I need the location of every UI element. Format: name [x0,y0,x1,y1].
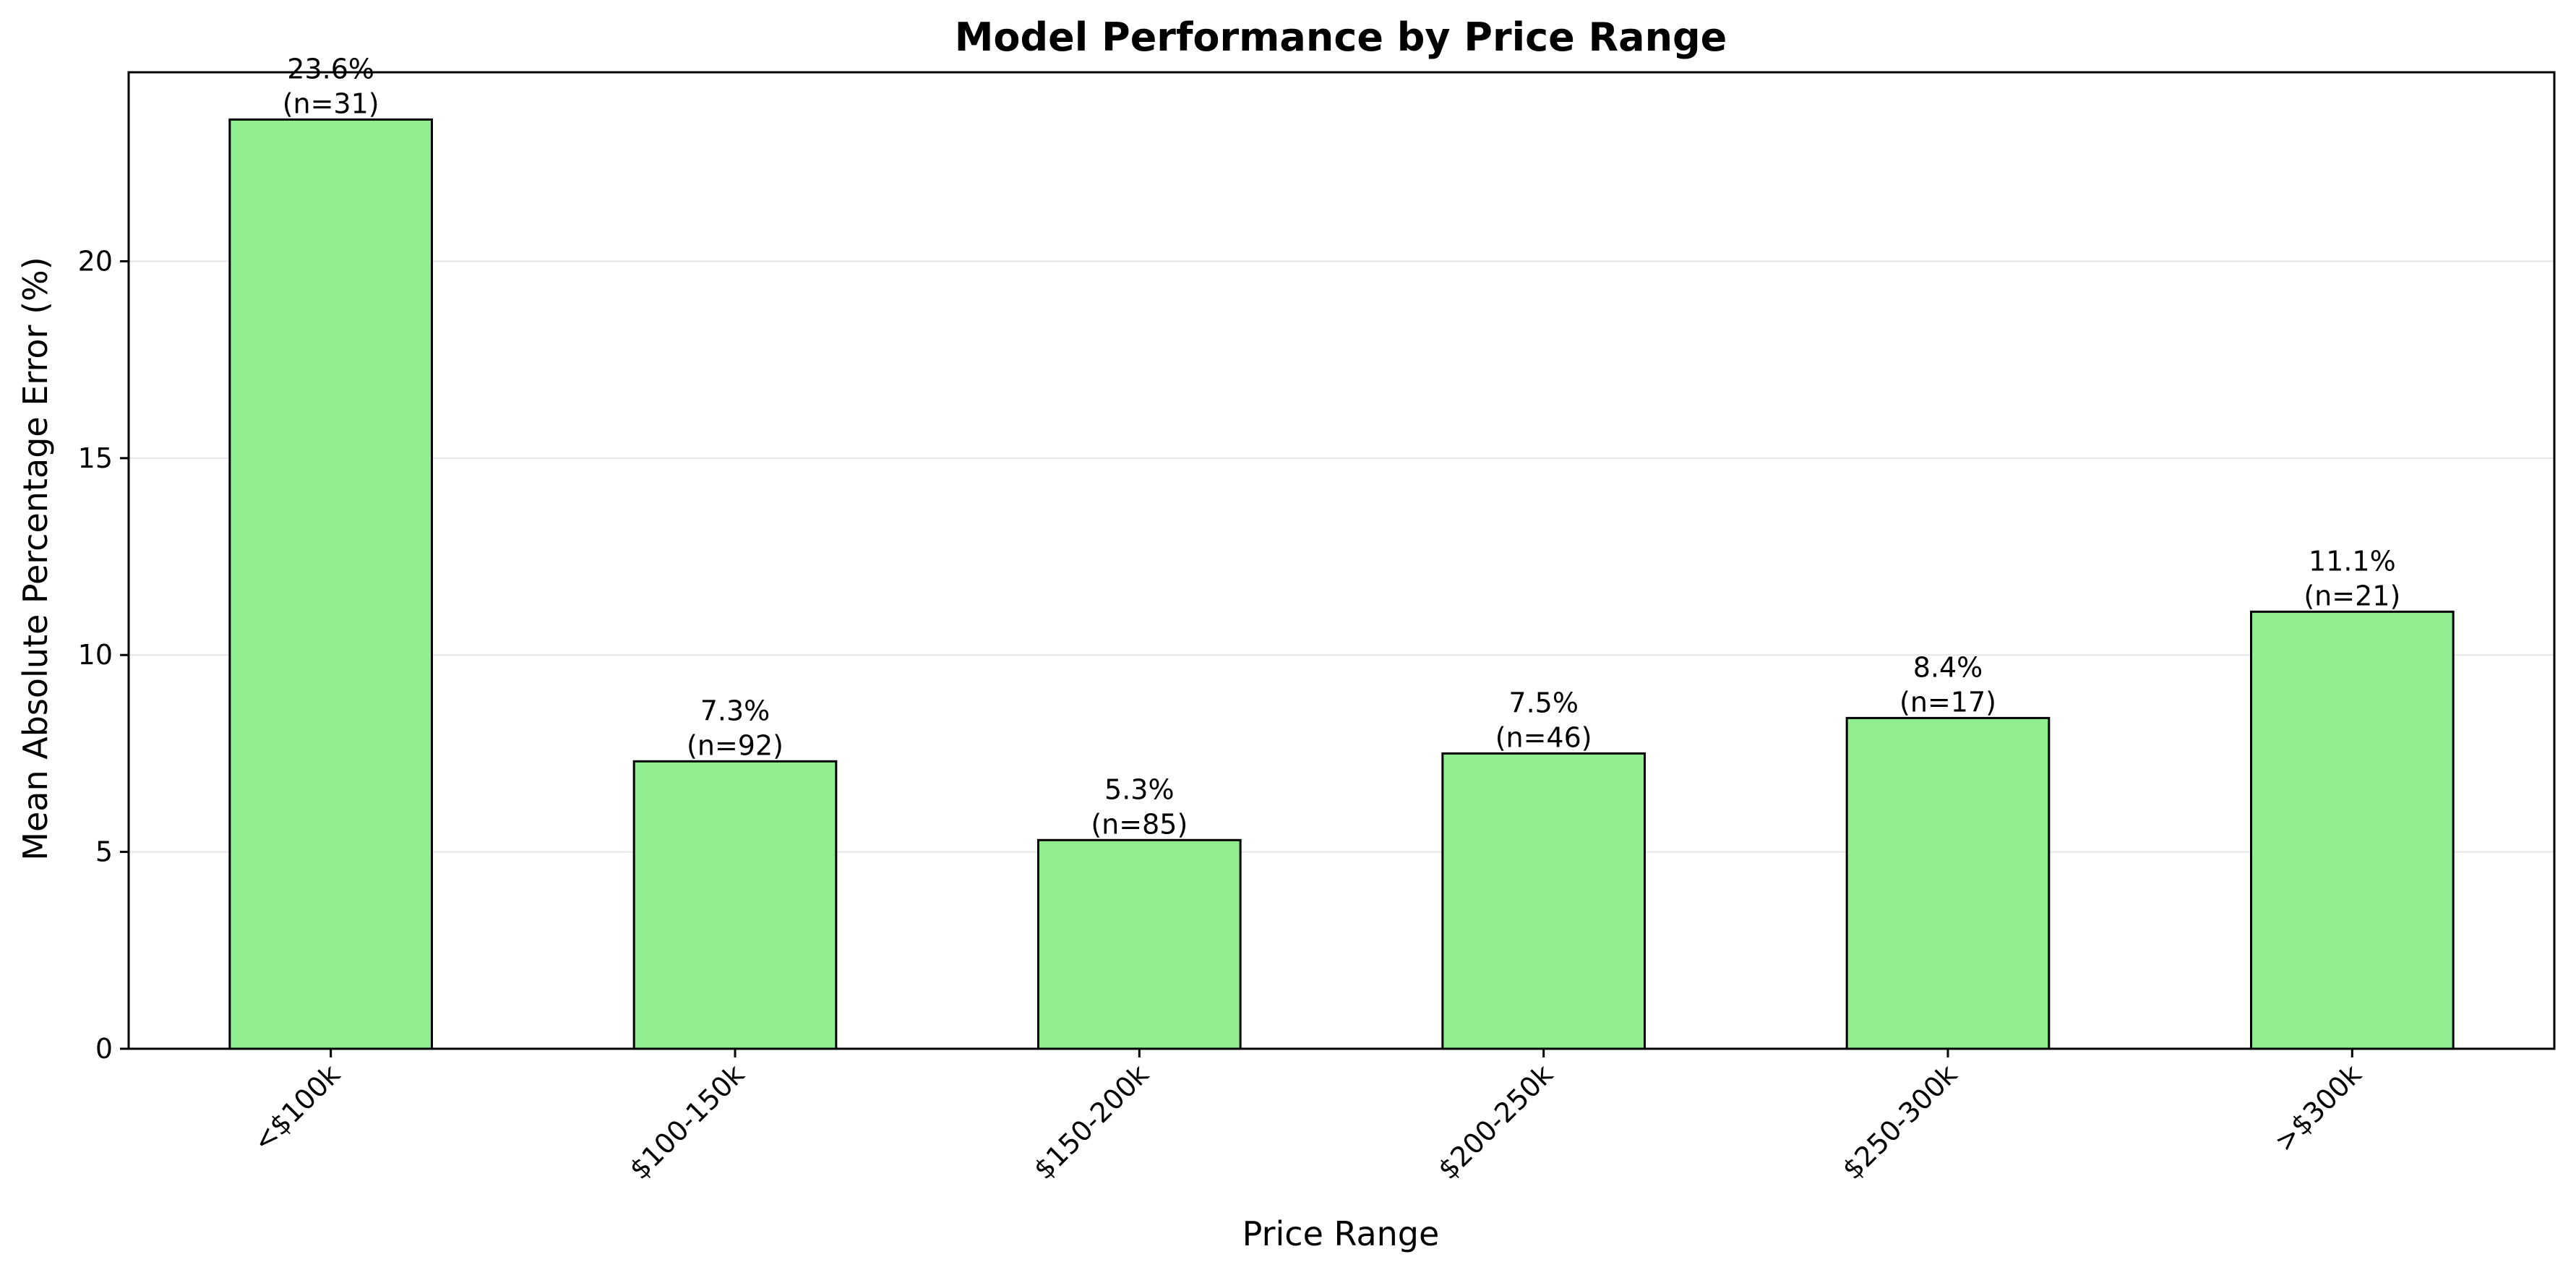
bar [2251,611,2454,1049]
bars [230,119,2453,1049]
data-label-value: 7.3% [700,695,770,726]
data-label-value: 7.5% [1508,687,1579,718]
data-label-count: (n=85) [1091,808,1188,840]
x-tick-label: <$100k [246,1058,346,1158]
data-label-count: (n=92) [687,729,783,761]
y-axis-label: Mean Absolute Percentage Error (%) [16,257,55,860]
chart-title: Model Performance by Price Range [955,14,1727,60]
y-tick-label: 20 [78,245,113,277]
x-tick-label: $250-300k [1836,1058,1963,1185]
x-tick-label: $100-150k [623,1058,750,1185]
data-label-count: (n=46) [1495,721,1592,753]
data-label-value: 23.6% [287,53,374,85]
data-label-count: (n=17) [1899,686,1996,718]
x-tick-label: $150-200k [1028,1058,1155,1185]
data-labels: 23.6%(n=31) 7.3%(n=92) 5.3%(n=85) 7.5%(n=46… [283,53,2401,840]
gridlines [129,261,2554,851]
y-tick-label: 0 [95,1033,113,1065]
data-label-count: (n=21) [2304,580,2400,611]
y-axis: 0 5 10 15 20 [78,245,129,1065]
data-label-value: 11.1% [2309,545,2396,577]
plot-frame [129,72,2554,1049]
y-tick-label: 10 [78,639,113,671]
data-label-value: 8.4% [1913,651,1983,683]
bar [1039,840,1241,1049]
bar [230,119,432,1049]
y-tick-label: 15 [78,442,113,474]
bar [1847,718,2049,1049]
x-tick-label: >$300k [2268,1058,2368,1158]
bar [1443,753,1645,1049]
data-label-count: (n=31) [283,87,379,119]
x-tick-label: $200-250k [1432,1058,1559,1185]
data-label-value: 5.3% [1104,773,1175,805]
y-tick-label: 5 [95,836,113,868]
bar [634,761,836,1049]
x-axis: <$100k $100-150k $150-200k $200-250k $250-30… [246,1049,2367,1185]
x-axis-label: Price Range [1242,1214,1440,1253]
